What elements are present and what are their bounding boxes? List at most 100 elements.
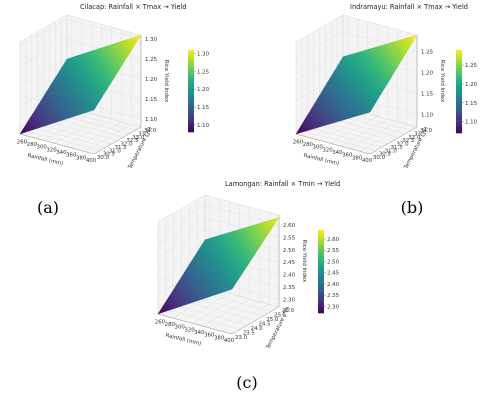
colorbar-band [188,101,194,104]
colorbar-band [318,242,324,245]
x-tick-label: 340 [194,330,205,336]
colorbar-band [318,275,324,279]
z-tick-label: 1.10 [421,112,434,118]
surface [19,34,142,135]
colorbar-band [318,259,324,262]
colorbar-band [318,263,324,266]
colorbar-band [318,308,324,312]
colorbar-band [456,91,462,94]
colorbar-band [318,302,324,306]
y-tick-label: 33.0 [132,135,145,141]
colorbar-band [456,52,462,55]
x-tick-label: 260 [293,139,304,145]
y-tick-label: 31.5 [391,145,403,151]
colorbar-band [188,60,194,63]
floor-grid-y [173,304,248,326]
colorbar-band [188,64,194,67]
colorbar-band [456,54,462,57]
x-tick-label: 320 [184,327,195,333]
colorbar-band [456,70,462,74]
colorbar-band [188,99,194,102]
colorbar-tick-label: 1.15 [465,101,477,107]
x-tick-label: 260 [155,319,166,325]
colorbar-band [188,80,194,84]
colorbar-band [188,86,194,90]
colorbar-band [318,240,324,243]
colorbar-band [456,97,462,101]
z-axis-label: Rice Yield Index [301,240,307,283]
colorbar-band [188,76,194,79]
colorbar-band [456,79,462,82]
chart-title: Cilacap: Rainfall × Tmax → Yield [80,3,187,11]
x-tick-label: 340 [332,150,343,156]
colorbar-band [188,56,194,59]
colorbar-band [318,306,324,310]
colorbar-tick-label: 2.55 [327,248,339,254]
x-tick-label: 340 [56,150,67,156]
z-tick-label: 1.10 [145,117,158,123]
z-tick-label: 2.40 [283,273,296,279]
colorbar-band [456,83,462,86]
colorbar-band [188,95,194,98]
z-tick-label: 1.20 [145,77,158,83]
y-tick-label: 26.0 [282,308,295,314]
colorbar-band [456,56,462,59]
x-tick-label: 400 [224,338,235,344]
colorbar-band [188,111,194,114]
colorbar-band [318,234,324,237]
colorbar-band [456,114,462,117]
y-tick-label: 33.5 [138,131,150,137]
floor-grid-y [307,127,382,148]
wall-grid-z [19,18,142,47]
x-tick-label: 260 [17,139,28,145]
x-tick-label: 280 [303,142,314,148]
floor-grid-y [165,309,240,330]
colorbar-band [318,304,324,308]
colorbar-band [188,125,194,129]
y-tick-label: 30.5 [103,152,115,158]
x-tick-label: 300 [313,145,324,151]
z-tick-label: 2.35 [283,285,295,291]
colorbar-band [188,97,194,100]
x-tick-label: 320 [46,147,57,153]
colorbar-band [188,127,194,131]
y-tick-label: 23.0 [235,335,248,341]
colorbar-band [456,122,462,126]
colorbar-band [188,82,194,86]
colorbar: 1.10 1.15 1.20 1.25 1.30 [188,50,210,133]
colorbar-band [318,252,324,256]
colorbar-band [318,256,324,260]
surface-patch [133,34,142,41]
colorbar-band [188,66,194,69]
floor-grid-y [43,120,118,141]
colorbar-band [318,310,324,314]
colorbar-band [456,103,462,107]
colorbar-tick-label: 2.40 [327,282,340,288]
colorbar-band [188,84,194,88]
surface-patch [409,34,418,41]
z-axis-label: Rice Yield Index [163,60,169,103]
colorbar-band [318,269,324,272]
colorbar-band [456,120,462,123]
y-tick-label: 25.0 [266,317,279,323]
surface-patch [271,217,280,224]
colorbar-band [188,119,194,123]
y-tick-label: 31.0 [385,148,398,154]
colorbar-band [456,116,462,119]
colorbar-band [318,283,324,287]
floor-grid-y [25,130,100,151]
chart-title: Indramayu: Rainfall × Tmax → Yield [350,3,468,11]
colorbar-band [188,88,194,92]
y-tick-label: 32.0 [397,142,410,148]
colorbar-band [318,232,324,235]
z-tick-label: 1.15 [421,92,433,98]
z-tick-label: 2.50 [283,248,296,254]
colorbar-band [318,290,324,293]
y-tick-label: 32.5 [126,138,138,144]
colorbar-band [456,58,462,61]
colorbar-band [456,64,462,67]
colorbar-band [318,294,324,297]
wall-grid-z [157,204,280,233]
colorbar-band [456,81,462,84]
colorbar-band [318,248,324,252]
